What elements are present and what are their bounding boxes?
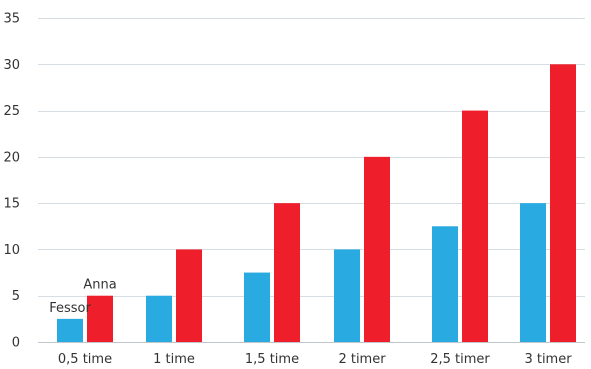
series-label-fessor: Fessor: [49, 301, 91, 316]
x-tick-label: 3 timer: [524, 352, 572, 367]
x-tick-label: 0,5 time: [58, 352, 112, 367]
x-tick-label: 2,5 timer: [430, 352, 490, 367]
y-tick-label: 20: [3, 150, 20, 165]
bar-fessor-3: [334, 249, 360, 342]
x-tick-label: 1,5 time: [245, 352, 299, 367]
series-label-anna: Anna: [83, 278, 116, 293]
x-tick-label: 1 time: [153, 352, 195, 367]
bar-anna-0: [87, 296, 113, 342]
y-tick-label: 35: [3, 12, 20, 27]
bar-anna-2: [274, 203, 300, 342]
y-tick-label: 10: [3, 243, 20, 258]
bar-fessor-1: [146, 296, 172, 342]
grid-lines: [38, 19, 585, 343]
y-tick-label: 0: [12, 336, 20, 351]
bar-fessor-0: [57, 319, 83, 342]
x-axis-tick-labels: 0,5 time 1 time 1,5 time 2 timer 2,5 timer 3 …: [58, 352, 572, 367]
y-tick-label: 15: [3, 197, 20, 212]
y-tick-label: 5: [12, 289, 20, 304]
bar-anna-4: [462, 111, 488, 342]
bar-fessor-2: [244, 273, 270, 342]
y-tick-label: 25: [3, 104, 20, 119]
bar-fessor-4: [432, 226, 458, 342]
x-tick-label: 2 timer: [338, 352, 386, 367]
bar-fessor-5: [520, 203, 546, 342]
y-axis-tick-labels: 0 5 10 15 20 25 30 35: [3, 12, 20, 351]
bar-anna-3: [364, 157, 390, 342]
bar-anna-5: [550, 64, 576, 342]
bar-anna-1: [176, 249, 202, 342]
y-tick-label: 30: [3, 58, 20, 73]
